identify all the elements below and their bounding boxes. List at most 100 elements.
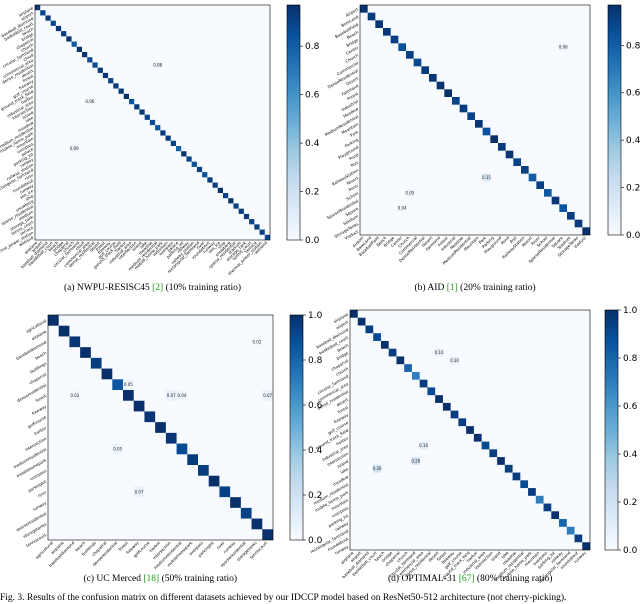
diagonal-cell [40,10,46,16]
diagonal-cell [170,140,176,146]
y-tick-label: Port [350,160,360,169]
off-diagonal-cell [251,336,263,348]
diagonal-cell [411,371,420,380]
diagonal-cell [566,526,575,535]
x-tick-label: forest [117,540,129,552]
diagonal-cell [498,143,506,151]
diagonal-cell [155,422,166,433]
caption-text: (50% training ratio) [159,574,238,584]
y-tick-label: Center [345,45,359,56]
diagonal-cell [207,177,213,183]
colorbar-tick-label: 0.8 [623,354,638,364]
colorbar [286,4,301,241]
x-tick-label: river [215,540,225,550]
off-diagonal-cell [69,390,81,401]
diagonal-cell [219,486,231,498]
diagonal-cell [442,402,451,411]
diagonal-cell [259,229,265,235]
diagonal-cell [490,135,498,143]
diagonal-cell [240,507,252,519]
off-diagonal-cell [87,99,93,105]
cell-label: 0.20 [373,466,382,471]
diagonal-cell [149,119,156,126]
diagonal-cell [360,5,368,13]
cell-label: 0.07 [167,393,176,398]
x-tick-label: River [530,235,541,246]
diagonal-cell [466,426,474,434]
cell-label: 0.04 [177,393,186,398]
y-tick-label: beach [34,350,47,361]
colorbar-tick-label: 0.2 [623,498,637,508]
diagonal-cell [191,161,197,167]
y-tick-label: beach [336,342,349,353]
diagonal-cell [254,224,260,230]
diagonal-cell [223,193,229,199]
off-diagonal-cell [155,62,161,68]
off-diagonal-cell [165,390,177,401]
y-tick-label: lake [25,115,35,124]
caption-text: (20% training ratio) [457,283,536,293]
diagonal-cell [123,390,134,401]
colorbar-tick-label: 0.0 [308,536,323,546]
cell-label: 0.04 [398,206,407,211]
colorbar-tick-label: 0.2 [305,188,319,198]
colorbar-tick-label: 0.6 [308,401,323,411]
y-tick-label: railway [19,156,35,168]
diagonal-cell [497,457,505,465]
diagonal-cell [396,356,405,365]
diagonal-cell [421,66,429,74]
cell-label: 0.15 [482,175,491,180]
caption-text: (80% training ratio) [474,574,553,584]
y-tick-label: Forest [346,91,360,102]
diagonal-cell [435,395,443,403]
cell-label: 0.09 [70,146,79,151]
off-diagonal-cell [398,204,406,212]
colorbar-tick-label: 0.8 [626,41,640,51]
y-tick-label: Park [349,129,360,138]
y-tick-label: Square [344,206,359,218]
cell-label: 0.05 [405,190,414,195]
x-tick-label: Port [509,235,518,244]
diagonal-cell [373,333,381,341]
cell-label: 0.07 [263,393,272,398]
colorbar-tick-label: 0.4 [305,139,320,149]
off-diagonal-cell [435,348,443,357]
diagonal-cell [139,109,145,115]
y-tick-label: island [21,110,34,120]
colorbar-tick-label: 0.2 [626,184,640,194]
diagonal-cell [357,317,366,326]
diagonal-cell [513,158,521,166]
diagonal-cell [375,20,383,28]
diagonal-cell [233,203,239,209]
x-tick-label: Park [478,235,488,245]
y-tick-label: railway [334,520,350,532]
diagonal-cell [367,12,376,21]
diagonal-cell [102,72,109,79]
diagonal-cell [467,112,475,120]
diagonal-cell [535,495,544,504]
caption-text: (a) NWPU-RESISC45 [64,283,153,293]
diagonal-cell [365,325,374,334]
cell-label: 0.02 [70,393,79,398]
diagonal-cell [55,25,62,32]
y-tick-label: palace [20,146,34,157]
diagonal-cell [123,93,129,99]
y-tick-label: forest [22,73,35,83]
diagonal-cell [512,472,521,481]
colorbar-tick-label: 0.8 [308,356,323,366]
colorbar [604,309,619,551]
diagonal-cell [76,46,82,52]
diagonal-cell [505,150,514,159]
citation: [67] [458,574,475,584]
y-tick-label: Parking [344,137,360,149]
off-diagonal-cell [411,457,420,465]
y-tick-label: forest [337,404,350,414]
off-diagonal-cell [559,43,567,51]
colorbar-tick-label: 0.4 [623,450,638,460]
diagonal-cell [528,173,537,182]
cell-label: 0.10 [419,443,428,448]
colorbar-tick-label: 0.0 [305,236,320,246]
off-diagonal-cell [406,189,414,197]
colorbar-tick-label: 0.0 [626,231,640,241]
